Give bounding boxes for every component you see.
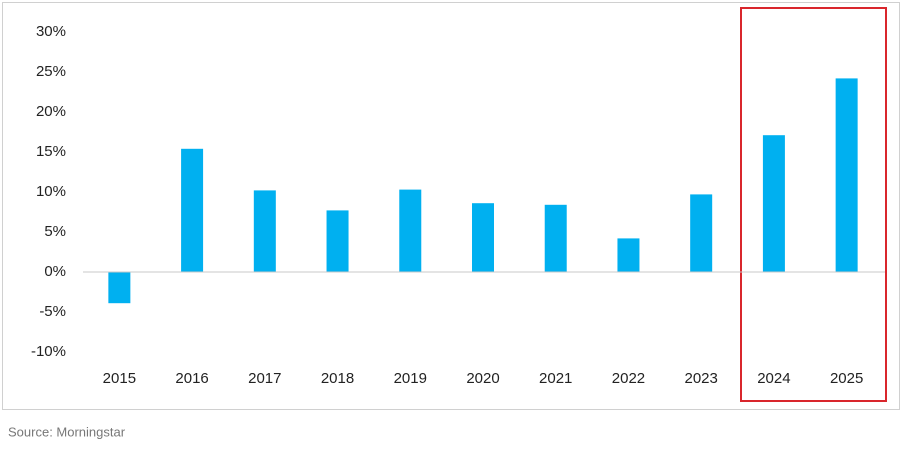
- y-tick-label: -5%: [39, 303, 66, 320]
- x-tick-label: 2021: [539, 370, 572, 387]
- bar: [835, 78, 858, 273]
- y-tick-label: 25%: [36, 63, 66, 80]
- y-tick-label: -10%: [31, 343, 66, 360]
- x-tick-label: 2023: [684, 370, 717, 387]
- bar: [762, 135, 785, 272]
- bar: [399, 189, 422, 272]
- x-tick-label: 2017: [248, 370, 281, 387]
- y-tick-label: 5%: [44, 223, 66, 240]
- bar: [544, 204, 567, 272]
- bar: [253, 190, 276, 272]
- x-tick-label: 2016: [175, 370, 208, 387]
- y-tick-label: 30%: [36, 23, 66, 40]
- chart-frame: [2, 2, 900, 410]
- x-tick-label: 2024: [757, 370, 790, 387]
- source-note: Source: Morningstar: [8, 424, 126, 439]
- x-tick-label: 2020: [466, 370, 499, 387]
- bar: [181, 148, 204, 272]
- highlight-box: [740, 7, 887, 402]
- x-tick-label: 2018: [321, 370, 354, 387]
- bar: [326, 210, 349, 272]
- bar: [617, 238, 640, 272]
- bar: [690, 194, 713, 272]
- y-tick-label: 15%: [36, 143, 66, 160]
- bar: [472, 203, 494, 272]
- bar: [108, 272, 131, 304]
- y-tick-label: 10%: [36, 183, 66, 200]
- x-tick-label: 2022: [612, 370, 645, 387]
- x-tick-label: 2025: [830, 370, 863, 387]
- y-tick-label: 20%: [36, 103, 66, 120]
- x-tick-label: 2019: [394, 370, 427, 387]
- x-tick-label: 2015: [103, 370, 136, 387]
- y-tick-label: 0%: [44, 263, 66, 280]
